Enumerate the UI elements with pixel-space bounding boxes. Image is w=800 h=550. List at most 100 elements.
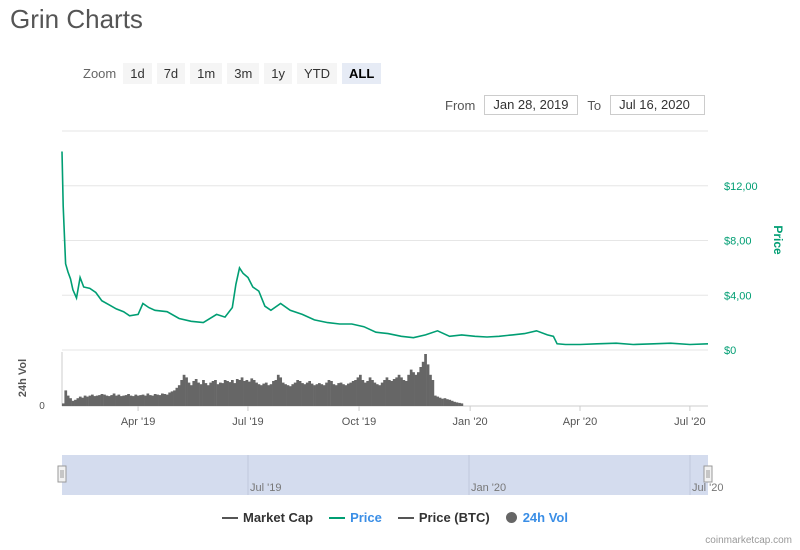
zoom-ytd-button[interactable]: YTD [297, 63, 338, 84]
zoom-7d-button[interactable]: 7d [156, 63, 186, 84]
source-credit: coinmarketcap.com [705, 535, 792, 546]
volume-bar [298, 381, 302, 406]
volume-bar [395, 377, 399, 406]
navigator-label: Jan '20 [471, 482, 506, 494]
volume-bar [272, 381, 275, 406]
volume-bar [78, 396, 82, 406]
volume-bar [262, 383, 266, 406]
date-range: From To [445, 95, 706, 115]
volume-bar [156, 394, 159, 406]
volume-bar [421, 361, 425, 406]
volume-bar [305, 382, 309, 406]
volume-bar [206, 385, 210, 406]
volume-bar [392, 379, 396, 406]
zoom-all-button[interactable]: ALL [342, 63, 382, 84]
volume-bar [252, 380, 256, 406]
volume-bar [216, 384, 220, 406]
volume-bar [228, 382, 232, 406]
legend-label: Price (BTC) [418, 510, 490, 525]
price-axis-label: Price [771, 225, 785, 255]
volume-bar [315, 384, 319, 406]
volume-bar [100, 394, 104, 406]
volume-bar [185, 377, 188, 406]
legend-volume[interactable]: 24h Vol [505, 510, 568, 525]
volume-bar [148, 395, 152, 406]
volume-bar [115, 395, 118, 406]
legend-price-btc[interactable]: Price (BTC) [397, 510, 490, 525]
volume-bar [103, 394, 106, 406]
price-tick-label: $0 [724, 345, 736, 357]
volume-bar [281, 382, 285, 406]
volume-bar [293, 382, 297, 406]
volume-bar [303, 384, 307, 406]
volume-bar [235, 379, 239, 406]
volume-bar [342, 384, 345, 406]
volume-bar [460, 403, 464, 406]
volume-bar [436, 396, 440, 406]
volume-bar [407, 374, 411, 406]
volume-bar [279, 377, 283, 406]
volume-bar [419, 367, 423, 406]
volume-bar [337, 383, 341, 406]
volume-bars [62, 354, 464, 406]
from-date-input[interactable] [484, 95, 579, 115]
navigator-handle-left[interactable] [57, 465, 67, 483]
volume-bar [83, 395, 87, 406]
zoom-1m-button[interactable]: 1m [190, 63, 223, 84]
volume-bar [424, 354, 427, 406]
zoom-3m-button[interactable]: 3m [227, 63, 260, 84]
volume-bar [250, 378, 254, 406]
volume-bar [260, 385, 263, 406]
navigator[interactable]: Jul '19 Jan '20 Jul '20 [57, 455, 723, 495]
x-tick-label: Jul '20 [674, 416, 705, 428]
price-tick-label: $4,00 [724, 290, 752, 302]
volume-bar [238, 380, 242, 406]
volume-bar [107, 396, 111, 406]
price-btc-line-icon [397, 516, 414, 519]
volume-bar [153, 394, 157, 406]
zoom-1d-button[interactable]: 1d [123, 63, 152, 84]
volume-bar [127, 394, 130, 406]
volume-bar [231, 380, 234, 406]
volume-bar [313, 385, 316, 406]
volume-bar [378, 385, 382, 406]
volume-bar [168, 392, 172, 406]
volume-bar [366, 381, 370, 406]
page-title: Grin Charts [10, 4, 143, 34]
volume-bar [134, 394, 138, 406]
volume-bar [448, 399, 452, 406]
volume-bar [443, 398, 447, 406]
to-date-input[interactable] [610, 95, 706, 115]
volume-bar [158, 395, 162, 406]
volume-bar [202, 380, 205, 406]
volume-bar [320, 384, 324, 406]
volume-bar [136, 395, 140, 406]
navigator-labels: Jul '19 Jan '20 Jul '20 [250, 482, 723, 494]
volume-bar [105, 395, 109, 406]
legend-price[interactable]: Price [329, 510, 382, 525]
volume-bar [450, 400, 454, 406]
volume-bar [204, 383, 208, 406]
volume-bar [318, 383, 321, 406]
price-line-icon [329, 516, 346, 519]
volume-bar [347, 383, 350, 406]
navigator-handle-right[interactable] [703, 465, 713, 483]
volume-bar [182, 374, 186, 406]
zoom-controls: Zoom 1d 7d 1m 3m 1y YTD ALL [83, 63, 386, 84]
volume-bar [124, 395, 128, 406]
volume-bar [296, 380, 300, 406]
volume-bar [62, 403, 65, 406]
x-tick-label: Jan '20 [453, 416, 488, 428]
volume-bar [144, 395, 147, 406]
volume-bar [380, 382, 384, 406]
volume-bar [190, 385, 193, 406]
volume-bar [359, 374, 362, 406]
volume-bar [301, 383, 304, 406]
zoom-label: Zoom [83, 66, 117, 81]
legend-label: Price [350, 510, 382, 525]
legend-market-cap[interactable]: Market Cap [222, 510, 313, 525]
volume-bar [339, 382, 343, 406]
volume-bar [163, 394, 167, 406]
zoom-1y-button[interactable]: 1y [264, 63, 293, 84]
volume-bar [98, 395, 101, 406]
